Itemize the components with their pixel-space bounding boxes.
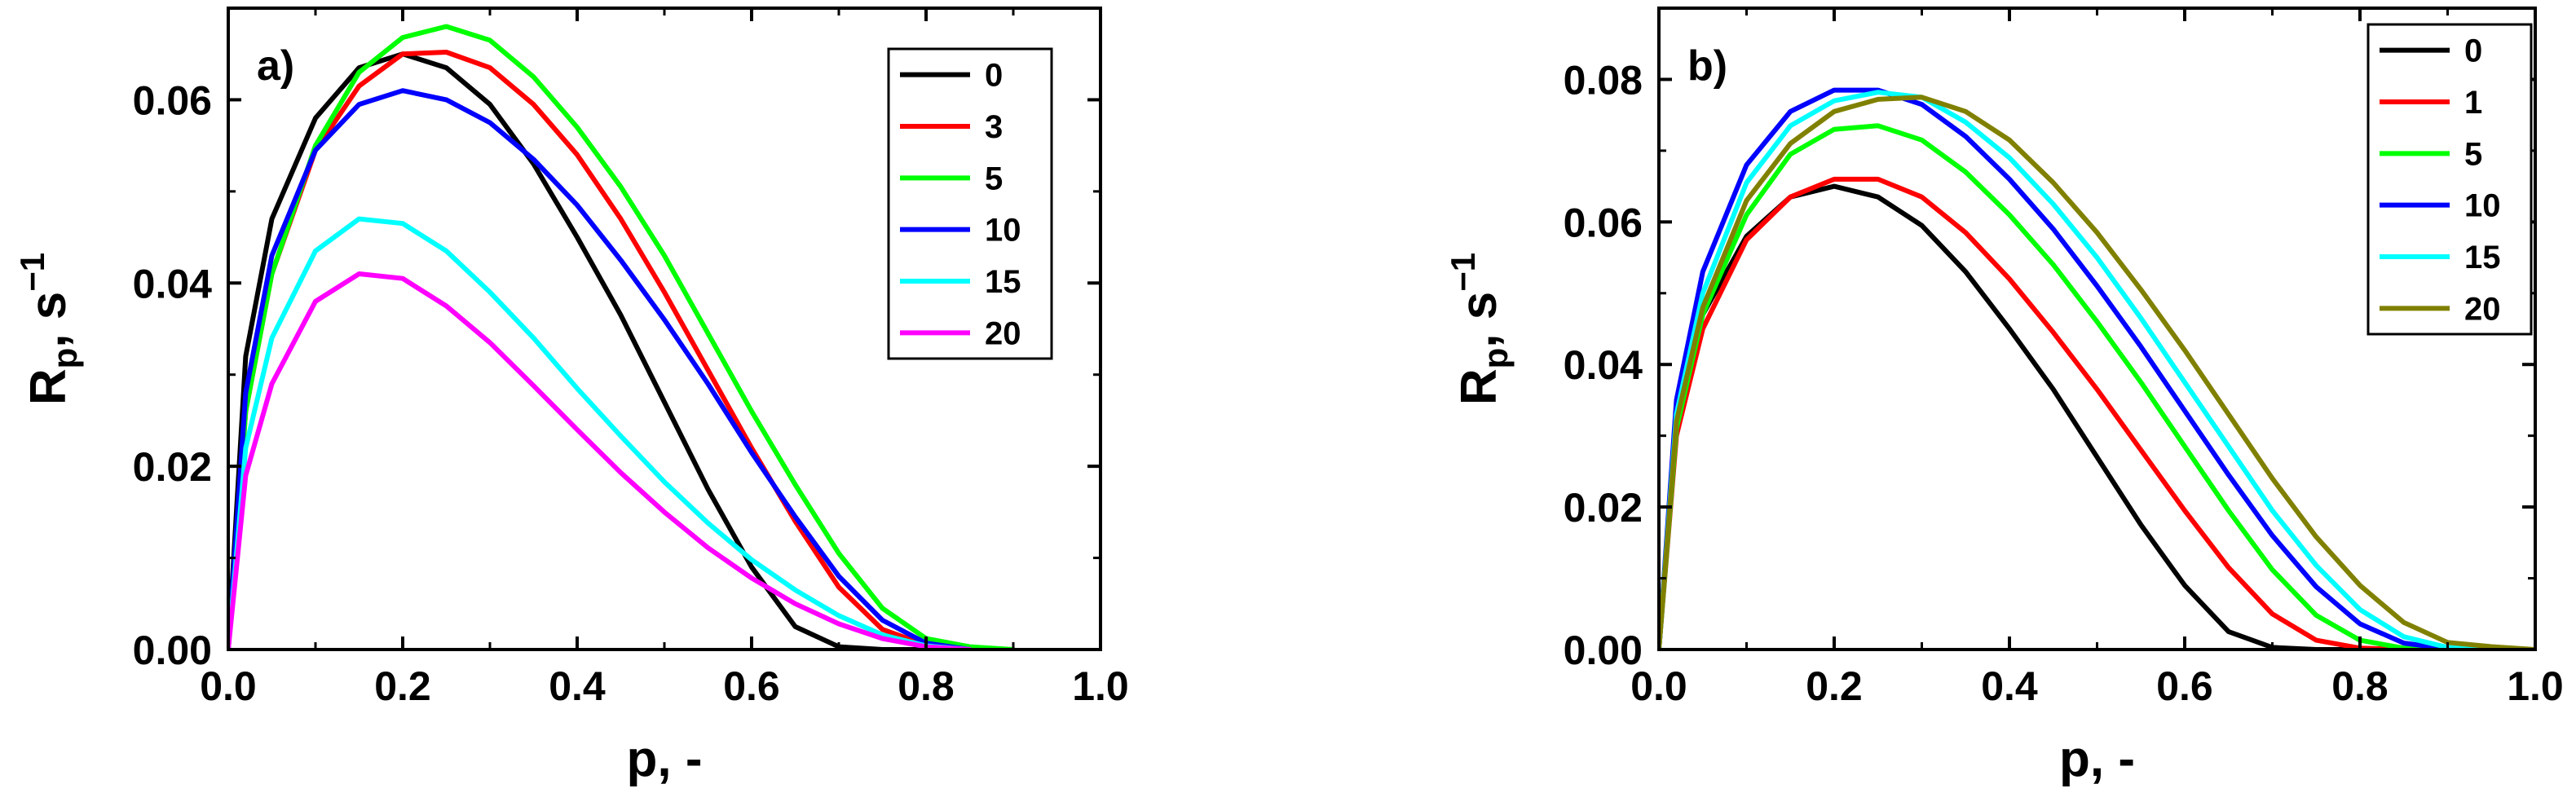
y-axis-label: Rp, s−1 bbox=[13, 253, 84, 405]
y-tick-label: 0.04 bbox=[133, 261, 213, 306]
series-line-5 bbox=[228, 24, 1016, 650]
legend-label-10: 10 bbox=[2464, 188, 2501, 224]
panel-label: b) bbox=[1687, 42, 1727, 90]
legend-box bbox=[887, 47, 1053, 360]
x-tick-label: 0.2 bbox=[1806, 663, 1863, 709]
y-axis-label-sub: p bbox=[1476, 348, 1515, 369]
y-tick-label: 0.02 bbox=[1564, 485, 1643, 531]
series-line-0 bbox=[228, 51, 929, 650]
x-axis-label: p, - bbox=[627, 731, 703, 787]
series-line-5 bbox=[1659, 123, 2450, 650]
x-tick-label: 0.6 bbox=[723, 663, 780, 709]
y-tick-label: 0.08 bbox=[1564, 57, 1643, 103]
x-tick-label: 1.0 bbox=[1072, 663, 1129, 709]
legend-label-20: 20 bbox=[985, 315, 1021, 351]
y-axis-label-rest: , s bbox=[1451, 292, 1507, 348]
y-axis-label-sup: −1 bbox=[1444, 253, 1482, 292]
x-tick-label: 1.0 bbox=[2507, 663, 2564, 709]
series-line-15 bbox=[1659, 90, 2494, 650]
y-tick-label: 0.06 bbox=[133, 77, 212, 123]
legend-label-5: 5 bbox=[2464, 136, 2482, 172]
legend-label-1: 1 bbox=[2464, 85, 2482, 121]
x-tick-label: 0.6 bbox=[2156, 663, 2213, 709]
series-line-0 bbox=[1659, 183, 2362, 650]
legend-label-0: 0 bbox=[985, 58, 1003, 94]
legend-box bbox=[2366, 23, 2533, 336]
panel-label: a) bbox=[257, 42, 294, 90]
legend-label-10: 10 bbox=[985, 213, 1021, 249]
y-tick-label: 0.00 bbox=[1564, 628, 1643, 673]
x-tick-label: 0.0 bbox=[1630, 663, 1687, 709]
y-tick-label: 0.02 bbox=[133, 444, 212, 490]
x-tick-label: 0.0 bbox=[200, 663, 257, 709]
legend-label-20: 20 bbox=[2464, 291, 2501, 327]
y-tick-label: 0.04 bbox=[1564, 342, 1643, 388]
x-tick-label: 0.4 bbox=[549, 663, 606, 709]
legend-label-0: 0 bbox=[2464, 33, 2482, 69]
y-tick-label: 0.00 bbox=[133, 628, 212, 673]
series-line-15 bbox=[228, 216, 973, 650]
legend-label-15: 15 bbox=[985, 264, 1021, 300]
y-axis-label-main: R bbox=[20, 368, 77, 405]
chart-panel-b: 0.0 0.2 0.4 0.6 0.8 1.0 0.00 0.02 0.04 0.06 0.08 p,… bbox=[1444, 7, 2564, 787]
y-axis-label-main: R bbox=[1451, 368, 1507, 405]
x-tick-label: 0.8 bbox=[2331, 663, 2389, 709]
x-tick-label: 0.8 bbox=[898, 663, 955, 709]
chart-panel-a: 0.0 0.2 0.4 0.6 0.8 1.0 0.00 0.02 0.04 0.06 p, - Rp… bbox=[13, 7, 1129, 787]
series-line-20 bbox=[1659, 95, 2535, 650]
y-axis-label: Rp, s−1 bbox=[1444, 253, 1515, 405]
y-axis-label-rest: , s bbox=[20, 292, 77, 348]
y-axis-label-sub: p bbox=[46, 348, 84, 369]
legend-label-3: 3 bbox=[985, 109, 1003, 145]
legend-label-15: 15 bbox=[2464, 240, 2501, 275]
series-line-10 bbox=[228, 88, 973, 650]
x-tick-label: 0.2 bbox=[374, 663, 431, 709]
y-tick-label: 0.06 bbox=[1564, 200, 1643, 245]
series-line-20 bbox=[228, 271, 973, 650]
legend-label-5: 5 bbox=[985, 161, 1003, 196]
x-tick-label: 0.4 bbox=[1981, 663, 2038, 709]
series-line-10 bbox=[1659, 87, 2494, 650]
x-axis-label: p, - bbox=[2059, 731, 2135, 787]
y-axis-label-sup: −1 bbox=[13, 253, 51, 292]
series-line-1 bbox=[1659, 176, 2406, 650]
